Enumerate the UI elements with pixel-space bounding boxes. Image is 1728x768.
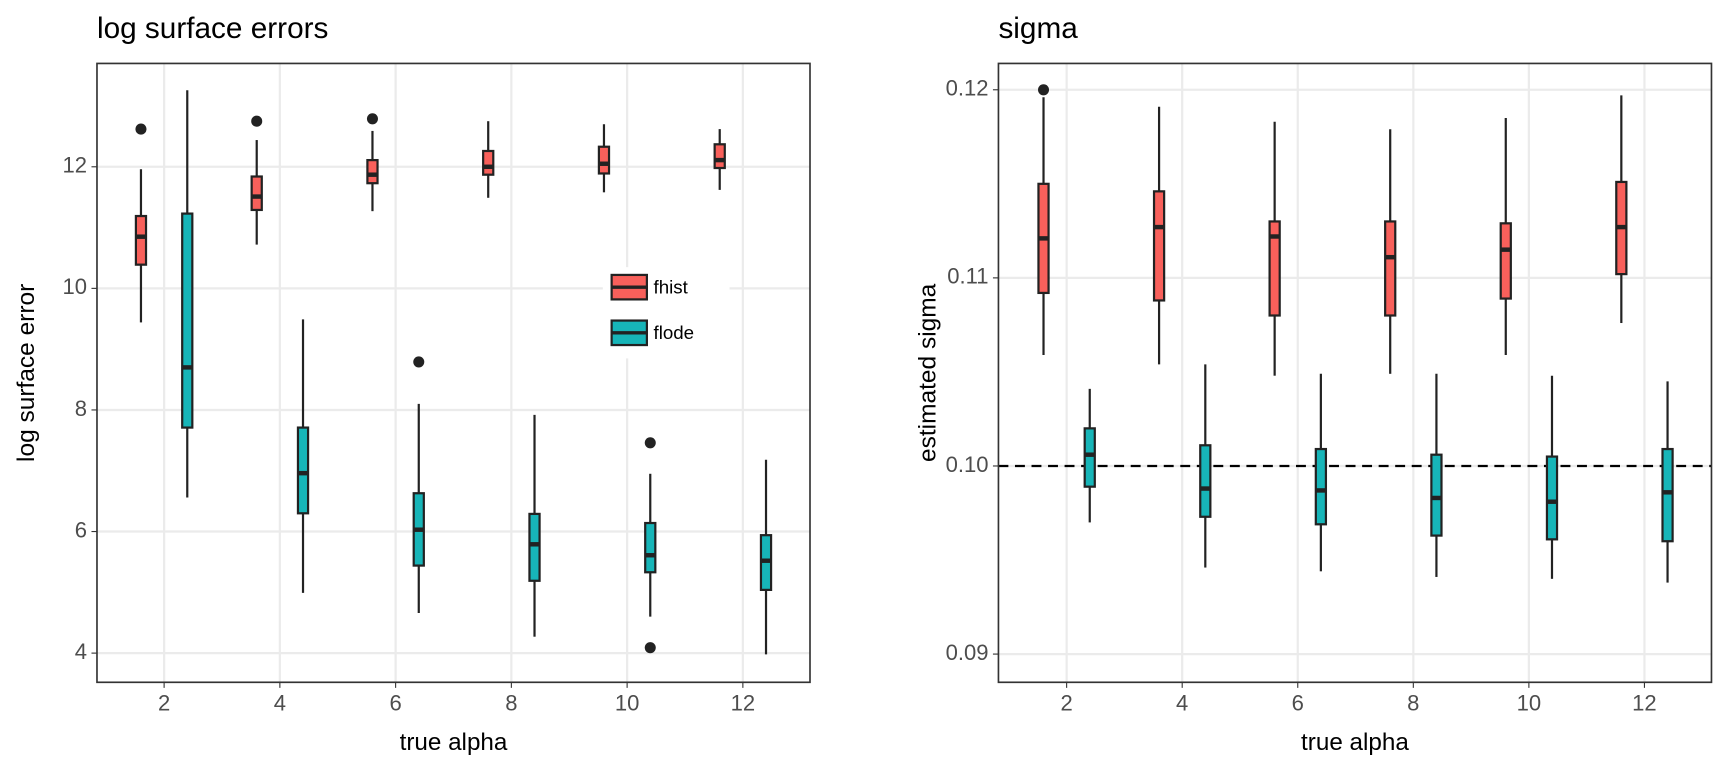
box [1268, 220, 1281, 317]
box [1152, 190, 1166, 302]
y-tick-label: 12 [63, 153, 88, 178]
legend-label: flode [654, 322, 695, 343]
outlier [1038, 84, 1050, 96]
x-tick-label: 8 [505, 690, 517, 715]
box [1083, 427, 1096, 488]
y-tick-label: 10 [63, 274, 88, 299]
y-tick-label: 4 [75, 639, 87, 664]
outlier [366, 113, 378, 125]
panel [96, 63, 810, 683]
y-axis-label: estimated sigma [915, 283, 942, 462]
y-axis-label: log surface error [13, 284, 40, 462]
box [482, 149, 495, 176]
x-tick-label: 10 [615, 690, 640, 715]
outlier [251, 115, 263, 127]
x-axis-label: true alpha [400, 729, 508, 756]
chart-title: sigma [998, 12, 1078, 45]
x-tick-label: 4 [274, 690, 286, 715]
box [1430, 453, 1443, 537]
y-tick-label: 0.11 [947, 264, 988, 289]
outlier [644, 437, 656, 449]
outlier [135, 123, 147, 135]
box [644, 521, 657, 574]
box [1199, 444, 1212, 518]
y-tick-label: 8 [75, 396, 87, 421]
y-tick-label: 0.09 [946, 640, 989, 665]
y-tick-label: 0.12 [946, 76, 989, 101]
x-axis-label: true alpha [1301, 729, 1409, 756]
x-tick-label: 8 [1407, 690, 1419, 715]
panel-border [96, 62, 811, 684]
box [713, 143, 726, 170]
y-tick-label: 0.10 [946, 452, 989, 477]
panel-border [997, 62, 1713, 684]
box [296, 426, 310, 515]
box [1661, 447, 1674, 543]
box [1384, 220, 1397, 317]
box [366, 158, 379, 185]
x-tick-label: 10 [1517, 690, 1542, 715]
outlier [413, 356, 425, 368]
chart-title: log surface errors [97, 12, 328, 45]
x-tick-label: 2 [1060, 690, 1072, 715]
x-tick-label: 4 [1176, 690, 1188, 715]
x-tick-label: 2 [158, 690, 170, 715]
box [181, 212, 194, 429]
box [134, 214, 148, 266]
legend-label: fhist [654, 276, 689, 297]
x-tick-label: 6 [1292, 690, 1304, 715]
x-tick-label: 6 [389, 690, 401, 715]
x-tick-label: 12 [1632, 690, 1657, 715]
x-tick-label: 12 [731, 690, 756, 715]
box [1314, 447, 1328, 526]
box [528, 512, 541, 582]
box [250, 175, 263, 212]
box [1499, 222, 1512, 300]
panel [998, 63, 1712, 683]
box [1545, 455, 1559, 541]
outlier [644, 642, 656, 654]
y-tick-label: 6 [75, 517, 87, 542]
box [597, 145, 611, 175]
